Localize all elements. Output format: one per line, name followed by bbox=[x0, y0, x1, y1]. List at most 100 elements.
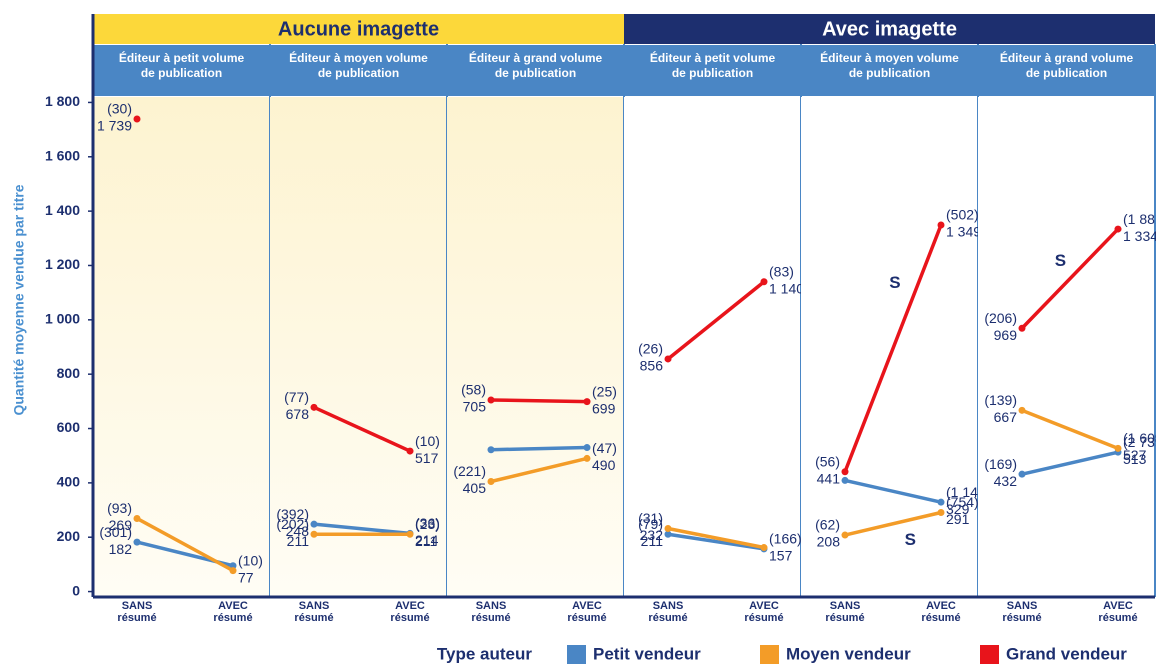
panel-title-bg bbox=[448, 45, 623, 96]
group-header bbox=[624, 14, 1155, 44]
panel-title: de publication bbox=[141, 66, 222, 80]
count-label: (206) bbox=[984, 310, 1017, 326]
x-tick-label: résumé bbox=[213, 612, 252, 624]
panel-bg bbox=[93, 97, 270, 597]
panel-title-bg bbox=[94, 45, 269, 96]
count-label: (166) bbox=[769, 531, 802, 547]
group-header bbox=[93, 14, 624, 44]
count-label: (202) bbox=[276, 516, 309, 532]
value-label: 1 349 bbox=[946, 224, 981, 240]
x-tick-label: résumé bbox=[825, 612, 864, 624]
point bbox=[229, 562, 237, 570]
line bbox=[1020, 227, 1120, 330]
count-label: (169) bbox=[984, 456, 1017, 472]
annotation: S bbox=[905, 530, 916, 549]
x-tick-label: résumé bbox=[294, 612, 333, 624]
point bbox=[937, 498, 945, 506]
count-label: (56) bbox=[815, 453, 840, 469]
value-label: 705 bbox=[463, 399, 487, 415]
line bbox=[843, 224, 943, 473]
line bbox=[490, 398, 588, 404]
panel-title: de publication bbox=[672, 66, 753, 80]
y-tick-label: 0 bbox=[72, 582, 80, 598]
point bbox=[841, 468, 849, 476]
point bbox=[310, 530, 318, 538]
count-label: (30) bbox=[107, 101, 132, 117]
point bbox=[664, 355, 672, 363]
y-tick-label: 1 200 bbox=[45, 256, 80, 272]
count-label: (10) bbox=[415, 433, 440, 449]
value-label: 232 bbox=[640, 527, 664, 543]
count-label: (31) bbox=[638, 510, 663, 526]
value-label: 1 739 bbox=[97, 118, 132, 134]
panel-title: Éditeur à moyen volume bbox=[820, 50, 959, 65]
value-label: 77 bbox=[238, 569, 254, 585]
panel-title: Éditeur à petit volume bbox=[119, 50, 245, 65]
x-tick-label: résumé bbox=[471, 612, 510, 624]
point bbox=[841, 476, 849, 484]
count-label: (139) bbox=[984, 392, 1017, 408]
line bbox=[844, 510, 942, 537]
point bbox=[841, 531, 849, 539]
panel-title: de publication bbox=[1026, 66, 1107, 80]
value-label: 208 bbox=[817, 534, 841, 550]
point bbox=[133, 514, 141, 522]
x-tick-label: résumé bbox=[117, 612, 156, 624]
point bbox=[133, 115, 141, 123]
count-label: (301) bbox=[99, 524, 132, 540]
value-label: 678 bbox=[286, 406, 310, 422]
line bbox=[490, 456, 588, 484]
point bbox=[1018, 406, 1026, 414]
value-label: 856 bbox=[640, 358, 664, 374]
count-label: (47) bbox=[592, 440, 617, 456]
count-label: (83) bbox=[769, 263, 794, 279]
point bbox=[1018, 470, 1026, 478]
x-tick-label: SANS bbox=[476, 600, 507, 612]
count-label: (1 881) bbox=[1123, 211, 1156, 227]
point bbox=[487, 396, 495, 404]
panel-title: Éditeur à grand volume bbox=[469, 50, 603, 65]
x-tick-label: SANS bbox=[1007, 600, 1038, 612]
y-tick-label: 200 bbox=[57, 528, 81, 544]
panel-title-bg bbox=[625, 45, 800, 96]
x-tick-label: SANS bbox=[653, 600, 684, 612]
legend-swatch bbox=[760, 645, 779, 664]
panel-bg bbox=[624, 97, 801, 597]
value-label: 211 bbox=[287, 533, 310, 549]
line bbox=[490, 445, 588, 452]
line bbox=[1021, 450, 1119, 476]
panel-bg bbox=[447, 97, 624, 597]
point bbox=[406, 447, 414, 455]
panel-title: Éditeur à moyen volume bbox=[289, 50, 428, 65]
point bbox=[406, 530, 414, 538]
count-label: (10) bbox=[238, 552, 263, 568]
panel-title-bg bbox=[979, 45, 1154, 96]
legend-title: Type auteur bbox=[437, 644, 532, 663]
legend-label: Petit vendeur bbox=[593, 644, 701, 663]
x-tick-label: résumé bbox=[744, 612, 783, 624]
annotation: S bbox=[1055, 251, 1066, 270]
legend-label: Moyen vendeur bbox=[786, 644, 911, 663]
point bbox=[310, 403, 318, 411]
y-tick-label: 400 bbox=[57, 474, 81, 490]
panel-title: de publication bbox=[318, 66, 399, 80]
value-label: 527 bbox=[1123, 447, 1147, 463]
value-label: 441 bbox=[817, 470, 841, 486]
panel-title: de publication bbox=[849, 66, 930, 80]
line bbox=[136, 516, 234, 573]
x-tick-label: AVEC bbox=[395, 600, 425, 612]
point bbox=[133, 538, 141, 546]
panel-title-bg bbox=[802, 45, 977, 96]
point bbox=[583, 454, 591, 462]
line bbox=[666, 280, 766, 361]
annotation: S bbox=[889, 273, 900, 292]
value-label: 513 bbox=[1123, 451, 1147, 467]
value-label: 182 bbox=[109, 541, 133, 557]
value-label: 211 bbox=[641, 533, 664, 549]
count-label: (62) bbox=[815, 517, 840, 533]
x-tick-label: SANS bbox=[122, 600, 153, 612]
legend-label: Grand vendeur bbox=[1006, 644, 1127, 663]
point bbox=[487, 478, 495, 486]
point bbox=[760, 278, 768, 286]
value-label: 329 bbox=[946, 501, 970, 517]
